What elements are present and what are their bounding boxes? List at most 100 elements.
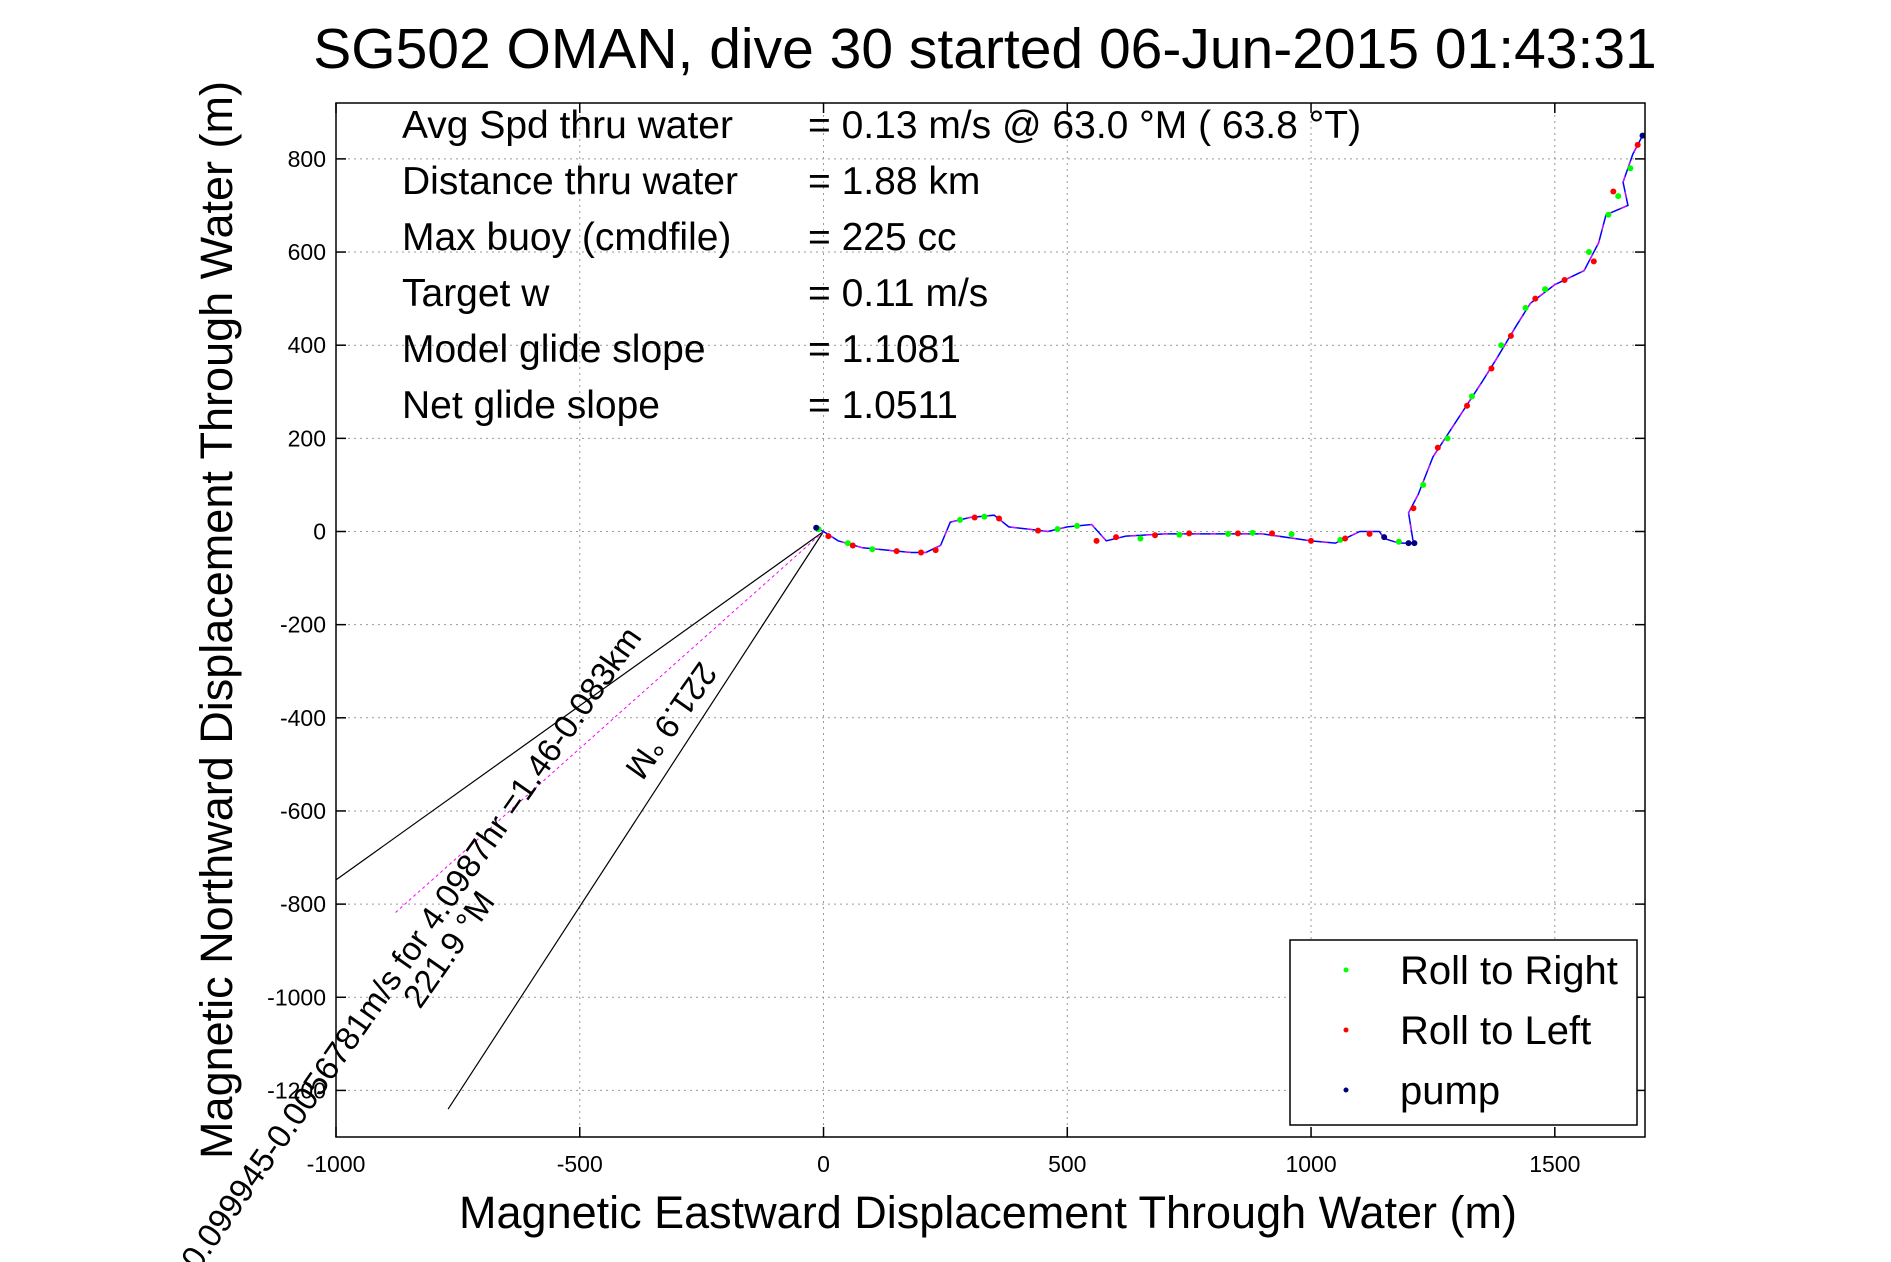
plot-area: [336, 132, 1645, 1110]
roll-to-left-marker: [1269, 530, 1276, 537]
y-tick-label: 400: [288, 332, 326, 358]
roll-to-left-marker: [1234, 530, 1241, 537]
roll-to-left-marker: [1342, 535, 1349, 542]
velocity-annotations: 0.099945-0.0056781m/s for 4.0987hr =1.46…: [173, 620, 724, 1262]
roll-to-right-marker: [1074, 522, 1081, 529]
roll-to-left-marker: [1366, 530, 1373, 537]
roll-to-left-marker: [918, 549, 925, 556]
legend-label: Roll to Right: [1400, 949, 1618, 993]
x-tick-label: -500: [557, 1151, 603, 1177]
y-tick-label: 0: [313, 519, 326, 545]
y-tick-label: -200: [280, 612, 326, 638]
roll-to-right-marker: [1420, 481, 1427, 488]
stat-label: Model glide slope: [402, 328, 706, 371]
roll-to-right-marker: [957, 516, 964, 523]
roll-to-left-marker: [1035, 527, 1042, 534]
pump-marker: [813, 524, 820, 531]
roll-to-right-marker: [1627, 165, 1634, 172]
roll-to-left-marker: [1152, 532, 1159, 539]
legend-marker: [1343, 1087, 1349, 1093]
roll-to-left-marker: [1590, 258, 1597, 265]
x-tick-label: 500: [1048, 1151, 1086, 1177]
y-tick-label: 800: [288, 146, 326, 172]
roll-to-left-marker: [932, 547, 939, 554]
roll-to-right-marker: [1585, 249, 1592, 256]
roll-to-right-marker: [869, 546, 876, 553]
roll-to-right-marker: [1468, 393, 1475, 400]
x-ticks: -1000 -500 0 500 1000 1500: [307, 103, 1580, 1177]
roll-to-right-marker: [981, 513, 988, 520]
stat-label: Distance thru water: [402, 160, 738, 203]
stat-value: = 1.0511: [808, 384, 958, 427]
pump-marker: [1411, 540, 1418, 547]
roll-to-right-marker: [1395, 538, 1402, 545]
legend: Roll to Right Roll to Left pump: [1289, 939, 1638, 1126]
roll-to-left-marker: [1634, 141, 1641, 148]
y-tick-label: -1200: [267, 1077, 326, 1103]
x-tick-label: 0: [817, 1151, 830, 1177]
roll-to-left-marker: [971, 514, 978, 521]
roll-to-right-marker: [1522, 304, 1529, 311]
roll-to-left-marker: [996, 515, 1003, 522]
legend-label: pump: [1400, 1069, 1500, 1113]
roll-to-right-marker: [1615, 193, 1622, 200]
velocity-lines: [336, 531, 825, 1110]
roll-to-left-marker: [1464, 402, 1471, 409]
roll-to-left-marker: [1308, 537, 1315, 544]
y-ticks: -1200 -1000 -800 -600 -400 -200 0 200 400 600 800: [267, 146, 1645, 1103]
roll-to-left-marker: [1434, 444, 1441, 451]
roll-to-left-marker: [849, 542, 856, 549]
marker-layer: [813, 132, 1645, 556]
roll-to-left-marker: [1507, 332, 1514, 339]
roll-to-right-marker: [1225, 530, 1232, 537]
y-tick-label: 200: [288, 425, 326, 451]
roll-to-right-marker: [1542, 286, 1549, 293]
grid: [335, 103, 1645, 1137]
roll-to-left-marker: [1410, 505, 1417, 512]
chart-title: SG502 OMAN, dive 30 started 06-Jun-2015 …: [313, 17, 1656, 81]
roll-to-right-marker: [1176, 531, 1183, 538]
pump-marker: [1405, 540, 1412, 547]
stat-label: Avg Spd thru water: [402, 104, 733, 147]
pump-marker: [1381, 534, 1388, 541]
pump-marker: [1639, 132, 1645, 139]
x-tick-label: 1000: [1285, 1151, 1336, 1177]
y-tick-label: -1000: [267, 984, 326, 1010]
x-tick-label: -1000: [307, 1151, 366, 1177]
roll-to-right-marker: [1605, 211, 1612, 218]
stats-block: Avg Spd thru water = 0.13 m/s @ 63.0 °M (…: [402, 104, 1361, 427]
y-tick-label: -400: [280, 705, 326, 731]
roll-to-right-marker: [1249, 529, 1256, 536]
axes-box: [335, 102, 1646, 1138]
y-tick-label: 600: [288, 239, 326, 265]
stat-value: = 225 cc: [808, 216, 957, 259]
y-tick-label: -800: [280, 891, 326, 917]
x-axis-label: Magnetic Eastward Displacement Through W…: [459, 1187, 1517, 1238]
y-tick-label: -600: [280, 798, 326, 824]
stat-value: = 1.1081: [808, 328, 961, 371]
roll-to-left-marker: [1186, 530, 1193, 537]
roll-to-left-marker: [825, 533, 832, 540]
roll-to-left-marker: [1561, 276, 1568, 283]
roll-to-right-marker: [1498, 342, 1505, 349]
roll-to-right-marker: [1137, 535, 1144, 542]
roll-to-left-marker: [1488, 365, 1495, 372]
roll-to-left-marker: [1113, 534, 1120, 541]
velocity-edge-line: [447, 531, 825, 1110]
legend-label: Roll to Left: [1400, 1009, 1591, 1053]
roll-to-right-marker: [1337, 536, 1344, 543]
roll-to-right-marker: [844, 540, 851, 547]
stat-label: Target w: [402, 272, 550, 315]
legend-marker: [1343, 1027, 1349, 1033]
legend-marker: [1343, 967, 1349, 973]
stat-label: Max buoy (cmdfile): [402, 216, 731, 259]
stat-value: = 0.13 m/s @ 63.0 °M ( 63.8 °T): [808, 104, 1361, 147]
y-axis-label: Magnetic Northward Displacement Through …: [191, 81, 242, 1159]
roll-to-left-marker: [1532, 295, 1539, 302]
x-tick-label: 1500: [1529, 1151, 1580, 1177]
roll-to-right-marker: [1288, 531, 1295, 538]
roll-to-left-marker: [1093, 537, 1100, 544]
roll-to-right-marker: [1054, 526, 1061, 533]
velocity-edge-line: [336, 531, 824, 881]
